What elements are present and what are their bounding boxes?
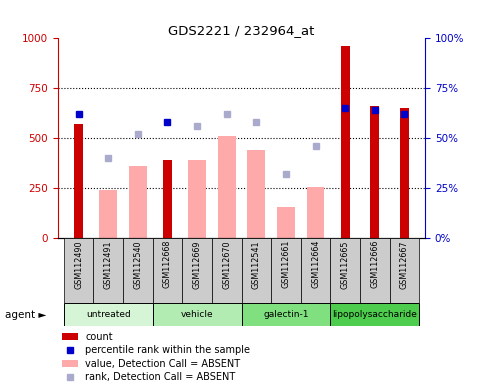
- Text: lipopolysaccharide: lipopolysaccharide: [332, 310, 417, 319]
- Bar: [62, 333, 78, 341]
- Bar: [218, 136, 236, 238]
- Text: GSM112666: GSM112666: [370, 240, 379, 288]
- Text: count: count: [85, 332, 113, 342]
- Bar: [370, 106, 379, 238]
- Bar: [330, 238, 360, 303]
- Text: GSM112664: GSM112664: [311, 240, 320, 288]
- Bar: [341, 46, 350, 238]
- Text: galectin-1: galectin-1: [263, 310, 309, 319]
- Bar: [330, 303, 419, 326]
- Bar: [242, 303, 330, 326]
- Text: agent ►: agent ►: [5, 310, 46, 320]
- Bar: [74, 124, 83, 238]
- Bar: [99, 190, 117, 238]
- Bar: [188, 160, 206, 238]
- Bar: [153, 238, 182, 303]
- Bar: [307, 187, 325, 238]
- Text: GSM112661: GSM112661: [282, 240, 290, 288]
- Bar: [64, 238, 94, 303]
- Title: GDS2221 / 232964_at: GDS2221 / 232964_at: [168, 24, 315, 37]
- Text: percentile rank within the sample: percentile rank within the sample: [85, 345, 250, 356]
- Text: GSM112670: GSM112670: [222, 240, 231, 288]
- Bar: [301, 238, 330, 303]
- Text: GSM112668: GSM112668: [163, 240, 172, 288]
- Bar: [94, 238, 123, 303]
- Bar: [62, 360, 78, 367]
- Bar: [247, 150, 265, 238]
- Text: GSM112667: GSM112667: [400, 240, 409, 288]
- Text: rank, Detection Call = ABSENT: rank, Detection Call = ABSENT: [85, 372, 236, 382]
- Text: value, Detection Call = ABSENT: value, Detection Call = ABSENT: [85, 359, 241, 369]
- Bar: [163, 160, 172, 238]
- Bar: [129, 166, 147, 238]
- Text: GSM112540: GSM112540: [133, 240, 142, 288]
- Text: GSM112491: GSM112491: [104, 240, 113, 288]
- Bar: [389, 238, 419, 303]
- Bar: [360, 238, 389, 303]
- Bar: [182, 238, 212, 303]
- Bar: [400, 108, 409, 238]
- Bar: [212, 238, 242, 303]
- Text: GSM112669: GSM112669: [193, 240, 201, 288]
- Bar: [64, 303, 153, 326]
- Text: GSM112541: GSM112541: [252, 240, 261, 288]
- Bar: [242, 238, 271, 303]
- Text: vehicle: vehicle: [181, 310, 213, 319]
- Text: GSM112490: GSM112490: [74, 240, 83, 288]
- Bar: [271, 238, 301, 303]
- Text: GSM112665: GSM112665: [341, 240, 350, 288]
- Bar: [277, 207, 295, 238]
- Bar: [153, 303, 242, 326]
- Bar: [123, 238, 153, 303]
- Text: untreated: untreated: [86, 310, 131, 319]
